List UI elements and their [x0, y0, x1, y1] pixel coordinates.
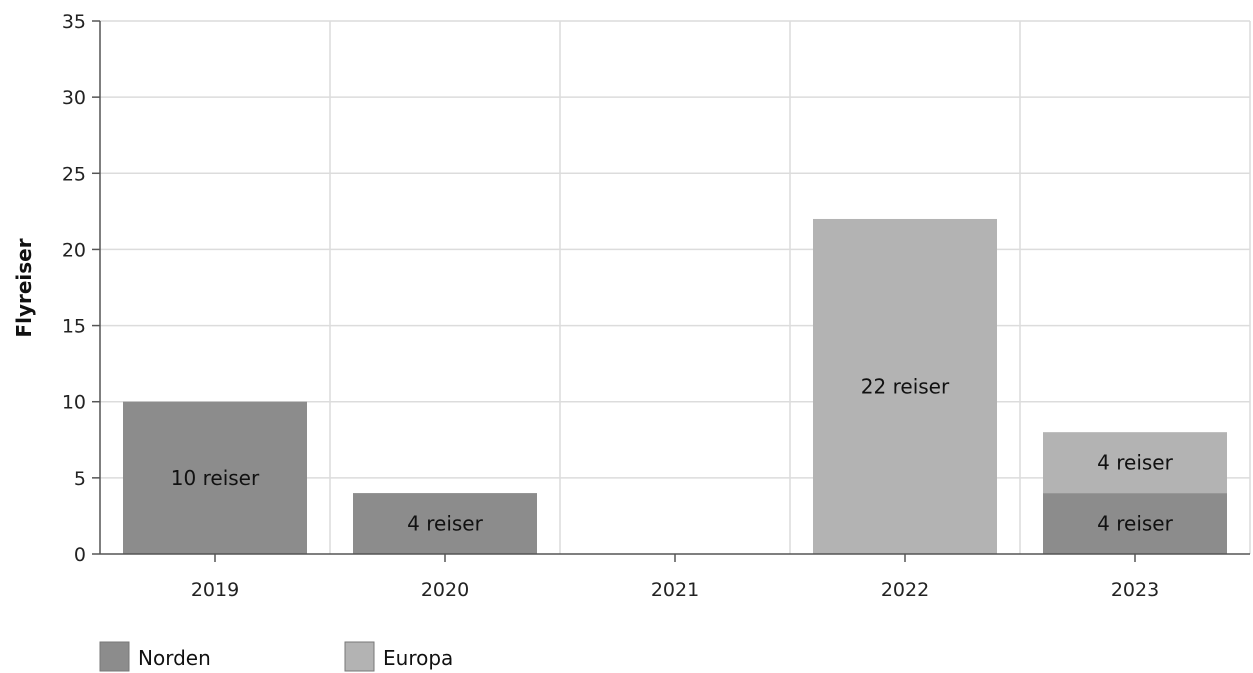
- legend-label-europa: Europa: [383, 646, 453, 670]
- legend-swatch-norden: [99, 641, 130, 672]
- y-axis-title: Flyreiser: [12, 238, 36, 337]
- x-tick-label: 2022: [881, 579, 929, 601]
- x-tick-label: 2020: [421, 579, 469, 601]
- bar-norden-2019: [123, 401, 307, 554]
- axes: [92, 20, 1250, 562]
- x-tick-label: 2019: [191, 579, 239, 601]
- data-labels: 10 reiser 4 reiser 22 reiser 4 reiser 4 reis…: [171, 374, 1174, 535]
- y-tick-label: 15: [62, 316, 86, 338]
- bar-europa-2022: [813, 218, 997, 554]
- y-tick-label: 25: [62, 163, 86, 185]
- y-tick-label: 0: [74, 544, 86, 566]
- bar-norden-2020: [353, 493, 537, 554]
- legend-label-norden: Norden: [138, 646, 211, 670]
- bar-data-label: 22 reiser: [861, 374, 950, 398]
- bar-europa-2023: [1043, 432, 1227, 494]
- bar-data-label: 10 reiser: [171, 466, 260, 490]
- bar-data-label: 4 reiser: [407, 512, 483, 536]
- bar-data-label: 4 reiser: [1097, 512, 1173, 536]
- x-tick-label: 2023: [1111, 579, 1159, 601]
- bar-data-label: 4 reiser: [1097, 451, 1173, 475]
- y-tick-label: 10: [62, 392, 86, 414]
- x-tick-label: 2021: [651, 579, 699, 601]
- legend-swatch-europa: [344, 641, 375, 672]
- y-tick-label: 20: [62, 239, 86, 261]
- legend: Norden Europa: [99, 641, 453, 672]
- bars: [123, 218, 1227, 554]
- y-tick-label: 35: [62, 11, 86, 33]
- tick-labels: 0 5 10 15 20 25 30 35 2019 2020 2021 2022 2023: [62, 11, 1159, 601]
- y-tick-label: 30: [62, 87, 86, 109]
- bar-norden-2023: [1043, 493, 1227, 554]
- y-tick-label: 5: [74, 468, 86, 490]
